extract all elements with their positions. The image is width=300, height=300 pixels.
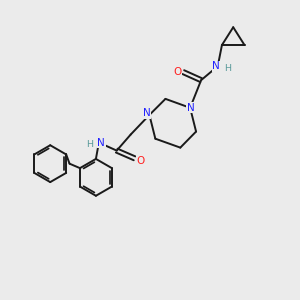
Text: N: N (143, 108, 151, 118)
Text: N: N (187, 103, 194, 113)
Text: H: H (86, 140, 93, 149)
Text: N: N (98, 138, 105, 148)
Text: H: H (224, 64, 231, 73)
Text: O: O (173, 67, 182, 76)
Text: N: N (212, 61, 220, 71)
Text: O: O (136, 156, 145, 166)
